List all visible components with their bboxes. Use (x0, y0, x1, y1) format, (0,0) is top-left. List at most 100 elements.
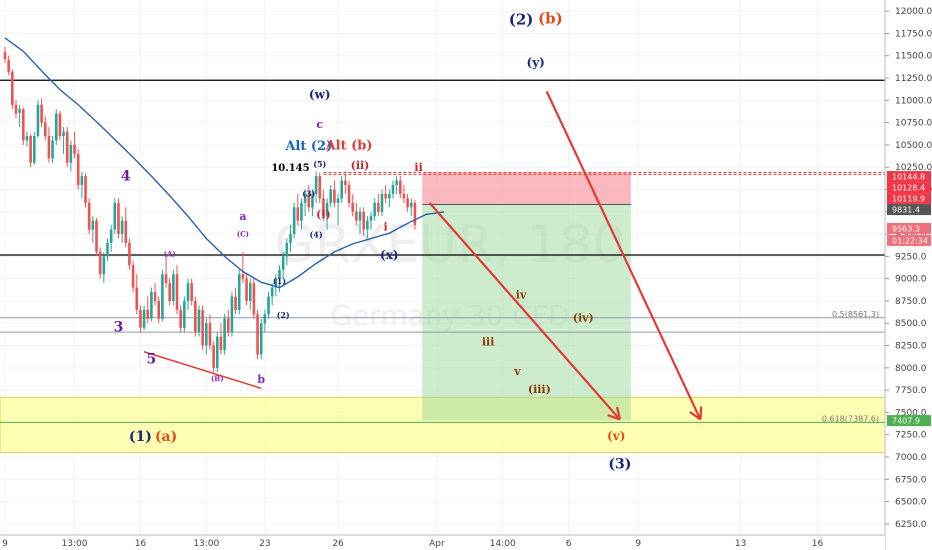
candle-body (398, 180, 402, 194)
ma-line (4, 37, 445, 289)
candle-body (128, 242, 131, 266)
candle-body (194, 300, 197, 333)
candle-body (223, 318, 226, 350)
y-axis[interactable]: 6250.0 6500.0 6750.0 7000.0 7250.0 7500.0 7750… (884, 0, 932, 550)
candle-body (14, 104, 18, 114)
candle-body (102, 256, 106, 275)
level-lines: 0.5(8561.3) 0.618(7387.6) (0, 79, 885, 423)
candle-body (43, 122, 47, 136)
candle-body (80, 176, 84, 186)
candle-body (7, 60, 10, 72)
candle-body (153, 292, 157, 301)
candle-body (168, 283, 171, 301)
wave-label: ii (414, 161, 422, 174)
candle-body (146, 309, 150, 319)
candle-body (362, 211, 365, 230)
candle-body (150, 292, 153, 319)
candle-body (205, 323, 208, 346)
candle-body (3, 52, 7, 60)
wave-label: b (257, 373, 265, 386)
candle-body (237, 274, 241, 310)
countdown-box (887, 234, 931, 246)
y-tick-label: 11500.0 (895, 52, 932, 62)
candle-body (32, 135, 36, 163)
x-tick-label: 14:00 (490, 539, 516, 549)
candle-body (296, 207, 300, 221)
candle-body (391, 185, 395, 194)
candle-body (91, 220, 95, 230)
candle-body (18, 109, 21, 113)
candle-body (190, 283, 193, 301)
candle-body (179, 309, 182, 328)
y-tick-label: 6750.0 (895, 475, 927, 485)
candle-body (289, 234, 292, 243)
y-tick-label: 7000.0 (895, 453, 927, 463)
candle-body (366, 220, 369, 230)
arrow-head (607, 414, 621, 421)
candle-body (183, 300, 186, 328)
wave-label: (y) (527, 55, 545, 69)
wave-label: (a) (155, 429, 177, 445)
y-tick-label: 9000.0 (895, 275, 927, 285)
projection-arrow (428, 202, 621, 421)
candle-body (98, 251, 102, 275)
candle-body (406, 198, 409, 208)
candle-body (219, 336, 223, 350)
candle-body (69, 144, 73, 163)
candle-body (62, 131, 65, 136)
candle-body (344, 180, 347, 186)
y-tick-label: 12000.0 (895, 7, 932, 17)
candle-body (106, 242, 109, 257)
y-tick-label: 9250.0 (895, 252, 927, 262)
price-tag-label: 10144.8 (892, 173, 925, 182)
wave-label: (w) (309, 88, 331, 102)
y-tick-label: 11000.0 (895, 96, 932, 106)
wave-label: (1) (273, 276, 286, 286)
candle-body (351, 202, 354, 212)
wave-label: Alt (b) (325, 138, 373, 153)
candle-body (340, 180, 344, 199)
candle-body (241, 274, 245, 279)
wave-label: (2) (277, 310, 290, 320)
candle-body (131, 265, 135, 288)
candle-body (307, 193, 311, 208)
candle-body (36, 104, 40, 136)
candle-body (278, 269, 281, 279)
trend-line (143, 351, 262, 390)
y-tick-label: 7500.0 (895, 408, 927, 418)
y-tick-label: 8000.0 (895, 364, 927, 374)
wave-label: (b) (538, 10, 563, 28)
candle-body (292, 207, 296, 235)
wave-label: (A) (164, 249, 176, 258)
candle-body (380, 193, 384, 212)
candlesticks (3, 46, 417, 373)
wave-label: iv (516, 288, 527, 301)
candle-body (300, 202, 303, 221)
wave-label: iii (482, 336, 495, 349)
candle-body (384, 193, 387, 199)
y-axis-background (885, 0, 932, 550)
y-tick-label: 10250.0 (895, 163, 932, 173)
y-tick-label: 6250.0 (895, 520, 927, 530)
candle-body (369, 216, 373, 221)
x-tick-label: 13:00 (193, 539, 219, 549)
price-tag-label: 9831.4 (892, 206, 920, 215)
y-tick-label: 8750.0 (895, 297, 927, 307)
candle-body (95, 220, 98, 252)
candle-body (47, 135, 51, 159)
x-tick-label: 13 (735, 539, 746, 549)
moving-average (4, 37, 445, 289)
x-tick-label: 9 (2, 539, 8, 549)
price-tag-label: 10128.4 (892, 184, 925, 193)
wave-label: (ii) (351, 159, 370, 172)
x-tick-label: 6 (566, 539, 572, 549)
wave-label: (4) (310, 230, 323, 240)
candle-body (58, 113, 62, 136)
x-axis[interactable]: 9 13:00 16 13:00 23 26 Apr 14:00 6 9 13 16 (0, 534, 885, 550)
price-tag-box (887, 415, 931, 427)
y-tick-label: 8500.0 (895, 319, 927, 329)
projection-arrow (545, 90, 702, 420)
arrow-head (689, 410, 702, 421)
